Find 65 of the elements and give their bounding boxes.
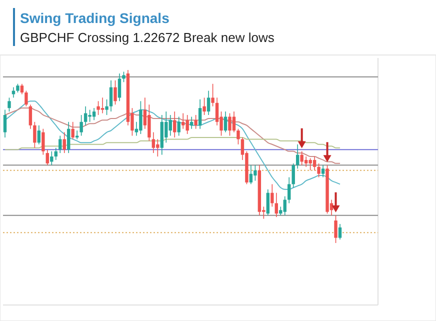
- candlestick: [270, 184, 274, 208]
- candlestick: [228, 112, 232, 136]
- candlestick: [224, 111, 228, 133]
- candlestick: [304, 156, 308, 168]
- candlestick: [100, 97, 104, 114]
- candlestick: [122, 71, 126, 83]
- candlestick: [148, 104, 151, 142]
- candlestick: [194, 114, 198, 130]
- candlestick: [58, 135, 62, 154]
- candlestick: [84, 106, 88, 126]
- candlestick: [42, 128, 45, 156]
- candlestick: [232, 111, 236, 133]
- candlestick: [109, 80, 113, 112]
- candlestick: [96, 100, 100, 116]
- candlestick: [37, 124, 41, 145]
- candlestick: [3, 109, 7, 138]
- candlestick: [296, 144, 300, 170]
- candlestick: [198, 99, 202, 130]
- candlestick: [317, 163, 320, 178]
- candlestick: [308, 158, 312, 171]
- candlestick: [139, 100, 142, 134]
- candlestick: [202, 97, 206, 116]
- candlestick: [211, 83, 214, 107]
- candlestick: [88, 109, 92, 122]
- candlestick: [80, 114, 83, 136]
- candlestick: [292, 163, 295, 188]
- candlestick: [92, 108, 96, 121]
- candlestick: [288, 176, 291, 204]
- candlestick: [54, 147, 58, 160]
- candlestick: [338, 224, 342, 240]
- candlestick: [186, 114, 189, 134]
- candlestick: [168, 114, 172, 136]
- candlestick: [62, 132, 66, 154]
- candlestick: [190, 116, 194, 130]
- candlestick: [236, 128, 240, 145]
- candlestick: [118, 73, 122, 102]
- candlestick: [50, 150, 54, 166]
- candlestick: [206, 90, 210, 116]
- candlestick: [274, 192, 278, 218]
- candlestick: [321, 164, 325, 178]
- candlestick: [173, 111, 176, 138]
- candlestick: [177, 116, 180, 136]
- candlestick: [266, 188, 270, 216]
- candlestick: [20, 83, 24, 95]
- candlestick: [75, 130, 79, 140]
- chart-subtitle: GBPCHF Crossing 1.22672 Break new lows: [20, 30, 275, 45]
- candlestick: [182, 112, 185, 130]
- candlestick: [152, 132, 156, 154]
- candlestick: [105, 99, 108, 116]
- candlestick: [334, 214, 338, 244]
- candlestick: [67, 122, 70, 154]
- candlestick: [249, 164, 253, 185]
- chart-title: Swing Trading Signals: [20, 10, 170, 26]
- candlestick: [71, 122, 74, 140]
- candlestick: [312, 156, 316, 171]
- candlestick: [33, 122, 36, 148]
- candlestick: [46, 149, 50, 166]
- candlestick: [114, 80, 117, 105]
- candlestick: [254, 164, 257, 182]
- candlestick: [24, 90, 28, 107]
- candlestick: [8, 97, 11, 112]
- candlestick: [28, 104, 32, 130]
- candlestick: [300, 150, 304, 166]
- candlestick: [156, 138, 160, 157]
- candlestick: [283, 196, 286, 216]
